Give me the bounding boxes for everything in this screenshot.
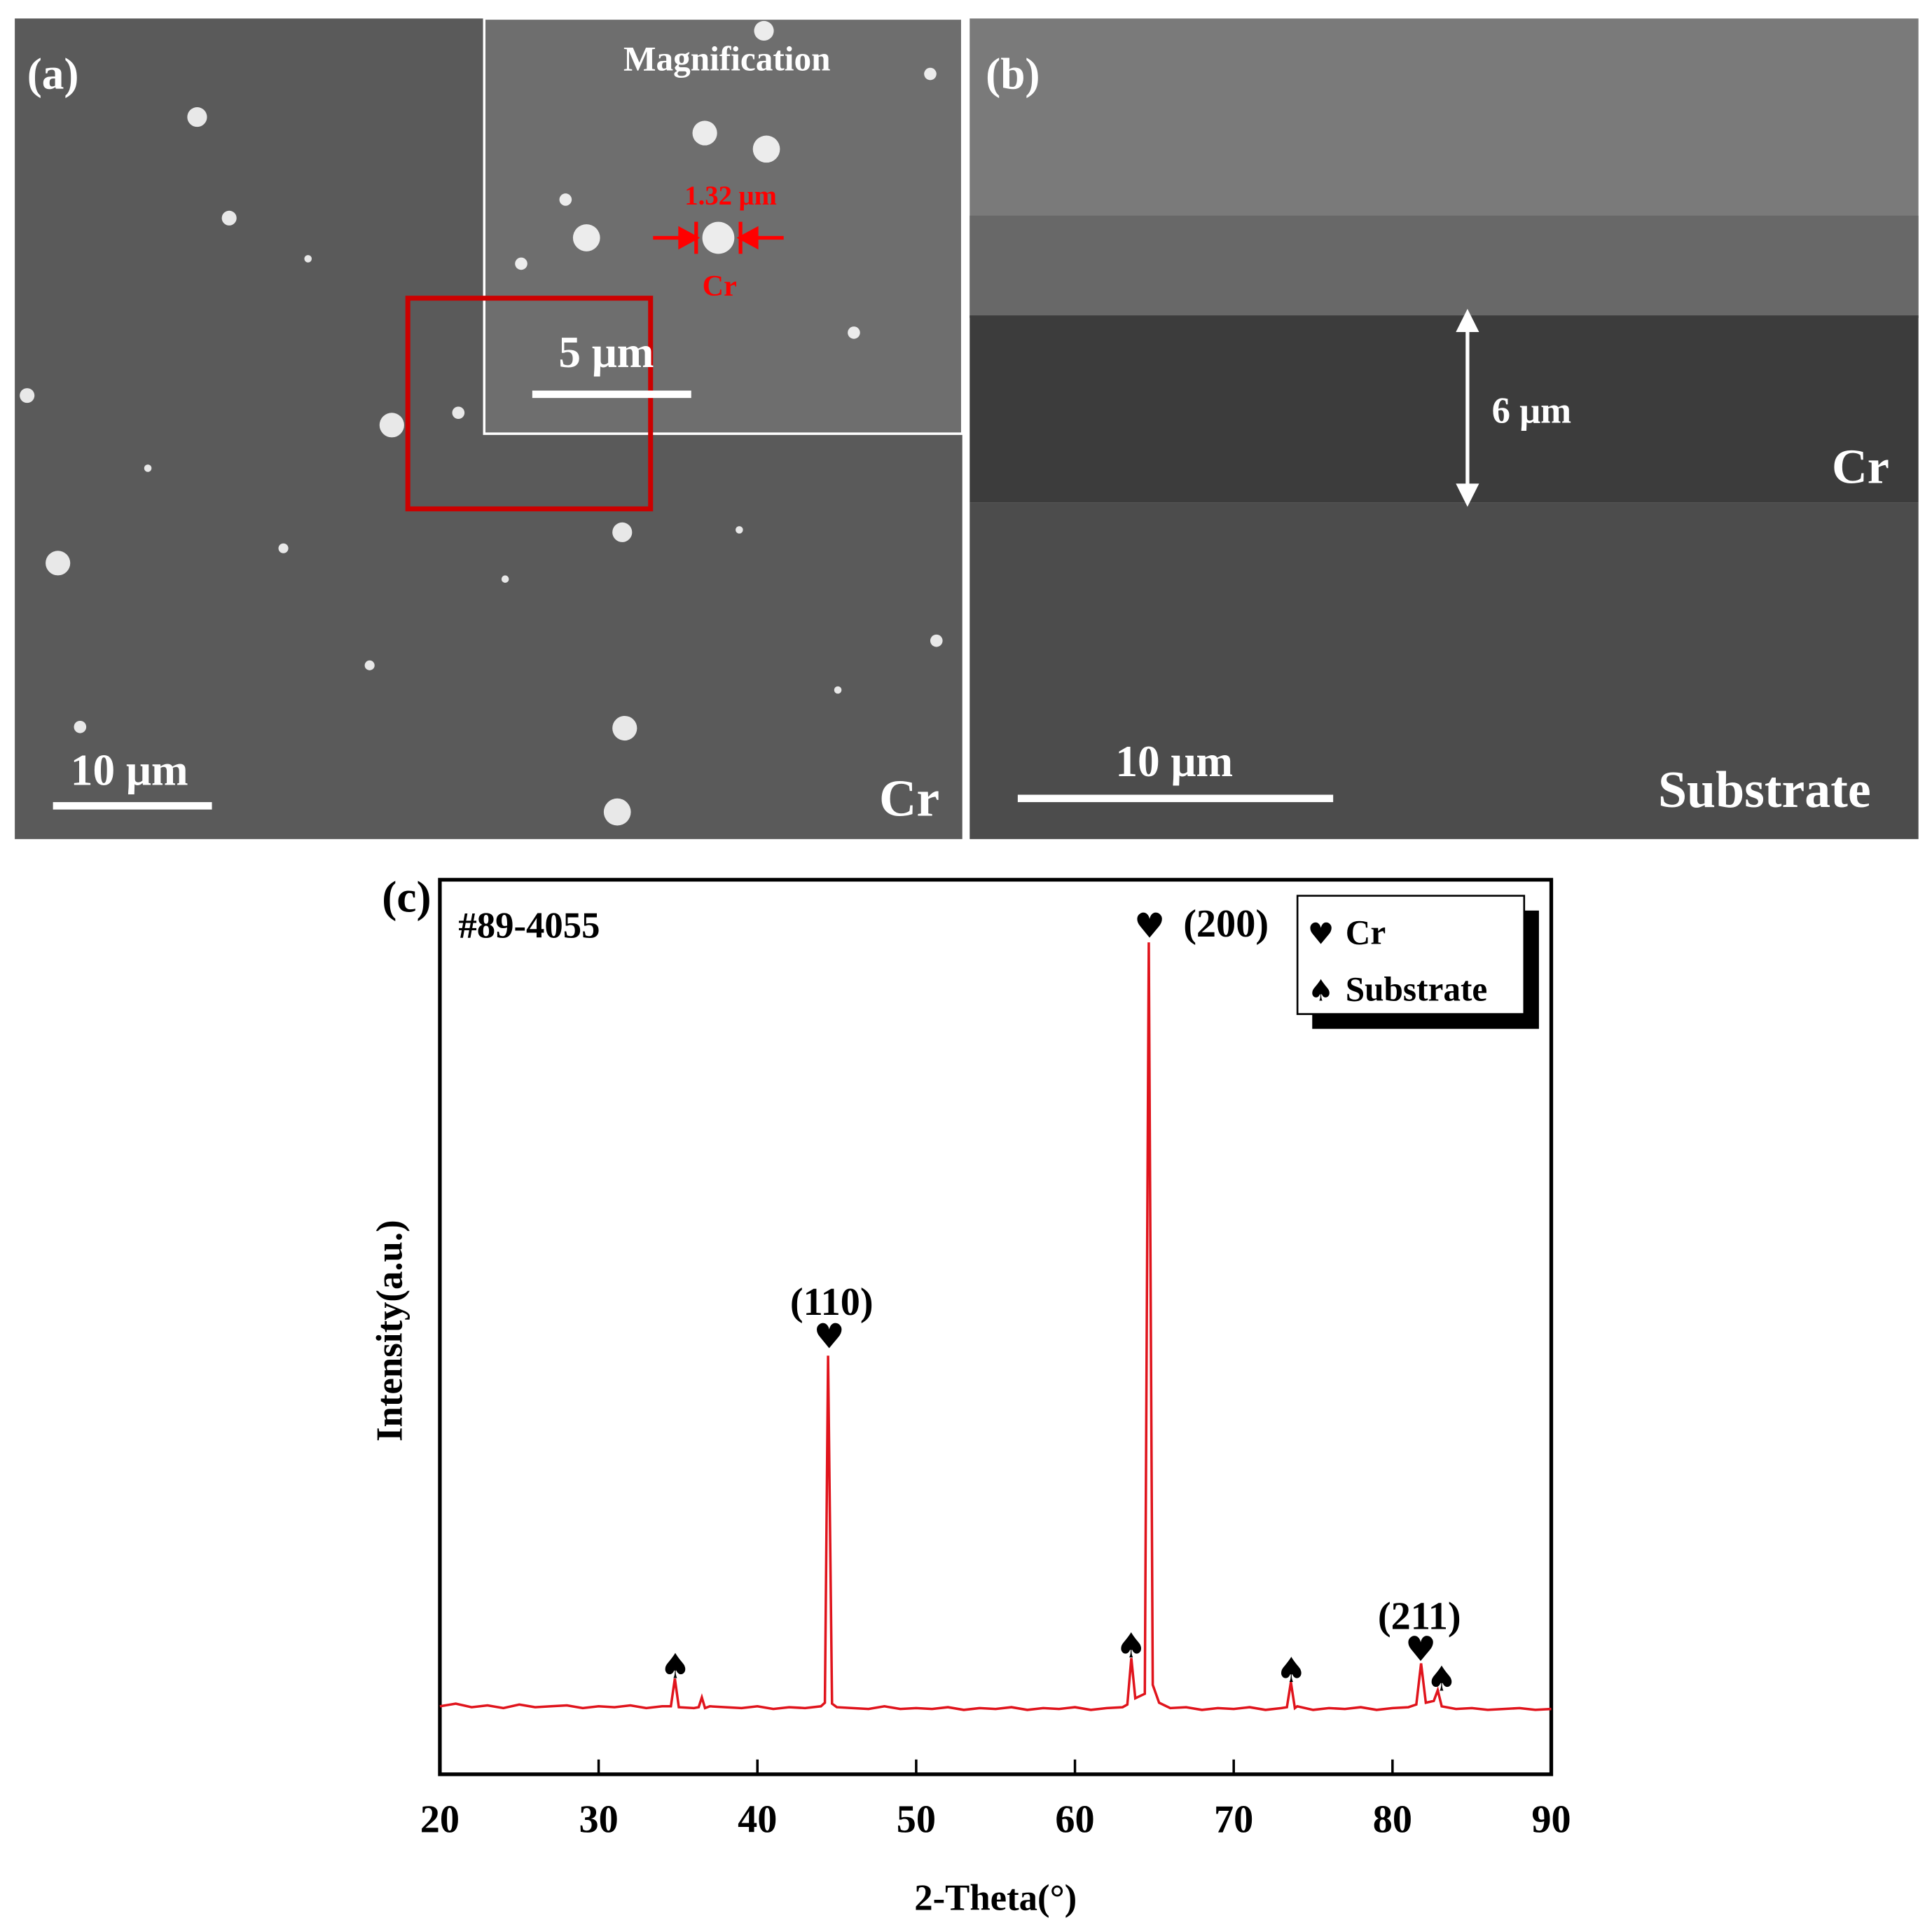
scale-bar	[532, 390, 691, 399]
peak-label: (110)	[790, 1281, 874, 1324]
y-axis-title: Intensity(a.u.)	[369, 1220, 410, 1442]
x-tick-label: 80	[1373, 1798, 1412, 1842]
peak-marker: ♠	[660, 1646, 691, 1687]
x-tick-label: 30	[579, 1798, 618, 1842]
peak-marker: ♠	[1276, 1650, 1306, 1690]
thickness-arrow	[1456, 308, 1479, 507]
layer-label: Cr	[1832, 440, 1889, 495]
legend-label: Cr	[1346, 913, 1386, 951]
coating-layer	[970, 315, 1919, 503]
peak-marker: ♠	[1426, 1658, 1457, 1699]
particle-label: Cr	[703, 270, 737, 303]
x-tick-label: 20	[420, 1798, 460, 1842]
xrd-line	[439, 942, 1552, 1711]
layer-label: Cr	[879, 769, 939, 827]
scale-label: 5 μm	[558, 328, 654, 377]
thickness-label: 6 μm	[1492, 390, 1571, 431]
panel-label: (a)	[27, 50, 79, 99]
scale-bar	[1017, 794, 1334, 803]
legend-symbol: ♠	[1308, 973, 1334, 1007]
panel-label: (c)	[382, 873, 431, 922]
particles	[20, 107, 943, 826]
scale-label: 10 μm	[1115, 737, 1233, 786]
peak-marker: ♠	[1116, 1625, 1147, 1666]
legend-label: Substrate	[1346, 970, 1487, 1008]
inset-particles	[515, 20, 937, 339]
note: #89-4055	[458, 906, 600, 946]
size-arrows	[653, 221, 784, 254]
x-tick-label: 90	[1531, 1798, 1571, 1842]
scale-label: 10 μm	[71, 745, 188, 794]
x-tick-label: 40	[738, 1798, 777, 1842]
peak-marker: ♥	[814, 1316, 845, 1356]
legend-symbol: ♥	[1308, 916, 1334, 951]
scale-bar	[53, 802, 212, 810]
x-axis-title: 2-Theta(°)	[914, 1877, 1077, 1918]
x-tick-label: 70	[1214, 1798, 1253, 1842]
surface	[970, 215, 1919, 318]
panel-label: (b)	[986, 50, 1040, 99]
x-tick-label: 50	[897, 1798, 936, 1842]
zoom-box	[405, 296, 654, 511]
inset-title: Magnification	[623, 39, 830, 78]
substrate-label: Substrate	[1658, 761, 1871, 818]
peak-label: (200)	[1183, 902, 1269, 946]
legend-box	[1296, 895, 1526, 1015]
plot-frame	[438, 878, 1554, 1776]
x-tick-label: 60	[1055, 1798, 1094, 1842]
peak-marker: ♥	[1405, 1629, 1436, 1669]
substrate-layer	[970, 502, 1919, 839]
peak-marker: ♥	[1134, 906, 1165, 946]
size-label: 1.32 μm	[684, 181, 777, 211]
peak-label: (211)	[1378, 1594, 1461, 1638]
